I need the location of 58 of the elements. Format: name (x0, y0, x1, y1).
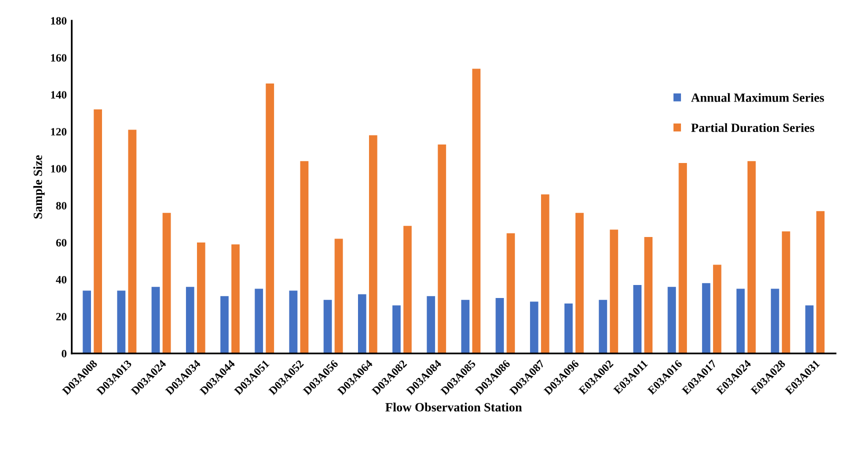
y-tick-label: 40 (56, 276, 66, 284)
bar (530, 302, 538, 354)
bar (541, 194, 550, 354)
y-tick-label: 160 (51, 54, 66, 62)
bar (678, 163, 687, 354)
y-axis-title: Sample Size (33, 155, 45, 218)
bar (128, 130, 136, 354)
bar (196, 242, 206, 354)
bar (575, 212, 584, 354)
bar (782, 231, 790, 354)
bar (702, 283, 710, 354)
y-tick-label: 60 (56, 238, 66, 246)
bar (82, 290, 92, 354)
bar (644, 236, 653, 354)
y-tick-label: 120 (51, 128, 66, 136)
bar (426, 296, 436, 354)
bar (506, 233, 515, 354)
bar (266, 84, 274, 354)
bar (94, 109, 102, 354)
bar (300, 161, 308, 354)
bar (598, 300, 608, 354)
y-tick-label: 20 (56, 312, 66, 320)
x-axis-title: Flow Observation Station (385, 402, 522, 412)
bar (461, 300, 470, 354)
bar (472, 68, 480, 354)
bar (324, 300, 332, 354)
bar (392, 305, 401, 354)
y-tick-label: 80 (56, 202, 66, 210)
bar (162, 212, 171, 354)
bar (117, 290, 126, 354)
bar (334, 238, 343, 354)
bar (403, 226, 412, 354)
bar (564, 304, 573, 354)
legend-label: Partial Duration Series (691, 123, 814, 132)
bar (496, 298, 504, 354)
bar (633, 285, 642, 354)
bar (747, 161, 756, 354)
legend-label: Annual Maximum Series (691, 93, 824, 102)
bar (668, 286, 676, 354)
y-tick-label: 100 (51, 165, 66, 173)
y-tick-label: 180 (51, 17, 66, 25)
y-tick-label: 140 (51, 91, 66, 99)
bar (736, 288, 745, 354)
bar (220, 296, 229, 354)
bar (713, 264, 722, 354)
bar (254, 288, 264, 354)
bar (152, 286, 160, 354)
bar (289, 290, 298, 354)
bar (231, 244, 240, 354)
bar (816, 211, 825, 354)
bar (369, 135, 378, 354)
bar (186, 286, 194, 354)
bar (438, 144, 446, 354)
y-tick-label: 0 (62, 350, 66, 358)
bar (770, 288, 780, 354)
bar (358, 294, 366, 354)
bar (610, 230, 618, 354)
bar (805, 305, 814, 354)
